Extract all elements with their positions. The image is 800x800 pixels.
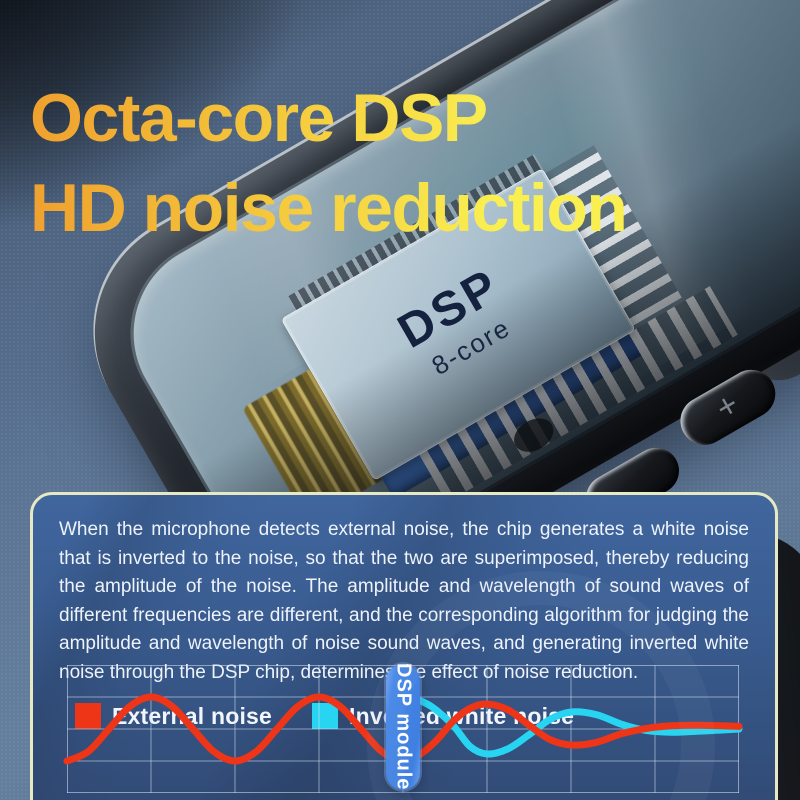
description-paragraph: When the microphone detects external noi… (59, 519, 749, 683)
dsp-module-pill: DSP module (386, 663, 420, 791)
page-title: Octa-core DSP HD noise reduction (30, 73, 626, 253)
title-line-1: Octa-core DSP (30, 79, 487, 156)
title-line-2: HD noise reduction (30, 169, 627, 246)
plus-icon: + (709, 385, 746, 428)
volume-plus-button: + (671, 361, 785, 454)
dsp-module-label: DSP module (392, 663, 415, 791)
info-panel: When the microphone detects external noi… (30, 492, 778, 800)
